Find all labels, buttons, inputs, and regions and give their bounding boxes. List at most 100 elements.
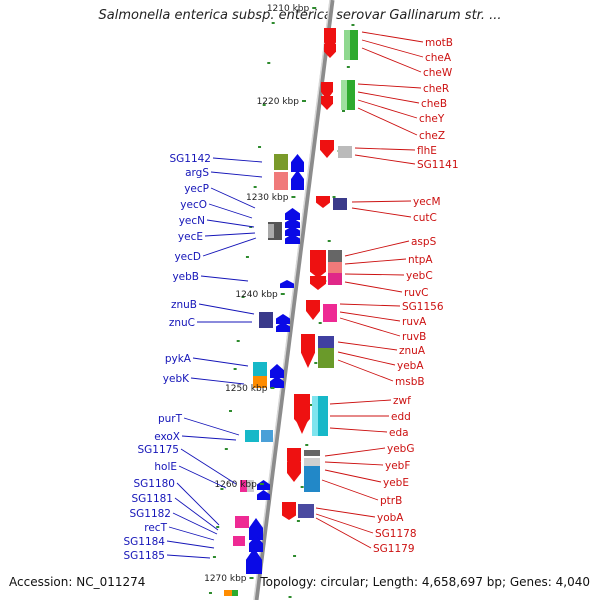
gene-label: yebF	[385, 460, 410, 472]
label-leader	[183, 417, 240, 436]
label-leader	[208, 203, 253, 219]
gene-label: aspS	[411, 236, 437, 248]
gene-arrow-reverse	[321, 96, 333, 110]
gene-arrow-reverse	[324, 44, 336, 58]
gene-arrow-reverse	[310, 276, 326, 290]
tick-mark-left-10	[229, 410, 232, 412]
label-leader	[339, 317, 401, 337]
gene-label: eda	[389, 427, 409, 439]
label-leader	[324, 461, 384, 466]
label-leader	[361, 31, 424, 43]
accession-text: Accession: NC_011274	[9, 575, 146, 589]
gene-label: motB	[425, 37, 453, 49]
scale-label: 1250 kbp	[225, 384, 268, 394]
feature-block	[323, 304, 337, 322]
tick-mark-left-3	[258, 146, 262, 148]
gene-label: zwf	[393, 395, 411, 407]
feature-block	[247, 480, 254, 492]
label-leader	[351, 200, 412, 203]
label-leader	[337, 359, 394, 382]
gene-label: SG1179	[373, 543, 415, 555]
feature-block	[253, 362, 267, 376]
gene-label: flhE	[417, 145, 437, 157]
scale-tick	[249, 577, 254, 579]
gene-label: cheZ	[419, 130, 445, 142]
gene-label: yobA	[377, 512, 404, 524]
feature-block	[318, 348, 334, 368]
gene-label: yebA	[397, 360, 424, 372]
gene-label: SG1180	[133, 478, 175, 490]
gene-label: SG1181	[131, 493, 173, 505]
gene-arrow-reverse	[294, 408, 310, 428]
gene-arrow-forward	[270, 376, 284, 388]
genome-summary-text: Topology: circular; Length: 4,658,697 bp…	[260, 575, 590, 589]
gene-arrow-forward	[246, 548, 262, 574]
tick-mark-left-2	[262, 104, 266, 106]
feature-block	[344, 30, 350, 60]
gene-arrow-forward	[291, 154, 304, 172]
label-leader	[351, 207, 412, 218]
gene-label: yebK	[163, 373, 190, 385]
gene-arrow-forward	[285, 234, 300, 244]
tick-mark-left-7	[241, 296, 245, 298]
scale-tick	[301, 100, 306, 102]
gene-label: SG1178	[375, 528, 417, 540]
feature-block	[304, 450, 320, 456]
scale-tick	[312, 7, 317, 9]
label-leader	[357, 99, 418, 119]
label-leader	[357, 83, 422, 89]
scale-label: 1270 kbp	[204, 574, 247, 584]
label-leader	[315, 517, 372, 549]
feature-block	[328, 250, 342, 262]
feature-block	[312, 396, 318, 436]
tick-mark-right-0	[351, 24, 355, 26]
gene-label: SG1156	[402, 301, 444, 313]
label-leader	[206, 219, 255, 228]
scale-label: 1230 kbp	[246, 193, 289, 203]
genome-title: Salmonella enterica subsp. enterica sero…	[98, 8, 502, 23]
label-leader	[192, 357, 249, 367]
scale-labels: 1210 kbp 1220 kbp 1230 kbp 1240 kbp 1250 kbp…	[204, 4, 317, 584]
gene-features	[224, 28, 358, 596]
label-leader	[337, 351, 396, 366]
gene-arrow-forward	[276, 314, 290, 324]
label-leader	[190, 377, 245, 385]
tick-mark-right-9	[309, 404, 313, 406]
gene-label: yebG	[387, 443, 414, 455]
tick-mark-right-2	[342, 110, 345, 112]
tick-mark-right-13	[293, 555, 297, 557]
right-gene-labels: motB cheA cheW cheR cheB cheY cheZ flhE SG1141 ye…	[315, 31, 459, 555]
gene-label: ntpA	[408, 254, 433, 266]
tick-mark-right-7	[318, 322, 322, 324]
feature-block	[261, 430, 273, 442]
tick-mark-right-8	[314, 362, 318, 364]
gene-label: yecN	[179, 215, 205, 227]
gene-label: SG1142	[169, 153, 211, 165]
feature-block	[304, 458, 320, 466]
gene-label: yebC	[406, 270, 433, 282]
tick-mark-left-9	[233, 368, 237, 370]
gene-label: cheB	[421, 98, 447, 110]
scale-tick	[270, 387, 275, 389]
label-leader	[180, 448, 237, 485]
label-leader	[339, 303, 401, 307]
feature-block	[259, 312, 273, 328]
label-leader	[204, 232, 256, 237]
scale-tick	[291, 196, 296, 198]
feature-block	[274, 154, 288, 170]
left-gene-labels: SG1142 argS yecP yecO yecN yecE yecD yebB znuB zn…	[123, 153, 263, 562]
label-leader	[361, 39, 424, 58]
gene-label: yecO	[180, 199, 207, 211]
tick-mark-left-13	[216, 526, 220, 528]
gene-arrow-forward	[276, 322, 290, 332]
gene-label: znuC	[169, 317, 195, 329]
gene-label: holE	[154, 461, 177, 473]
gene-label: SG1175	[137, 444, 179, 456]
label-leader	[321, 479, 379, 501]
tick-mark-left-15	[208, 592, 212, 594]
gene-label: yecM	[413, 196, 441, 208]
feature-block	[333, 198, 347, 210]
gene-arrow-forward	[270, 364, 284, 378]
gene-label: yecP	[184, 183, 209, 195]
gene-arrow-forward	[285, 226, 300, 236]
